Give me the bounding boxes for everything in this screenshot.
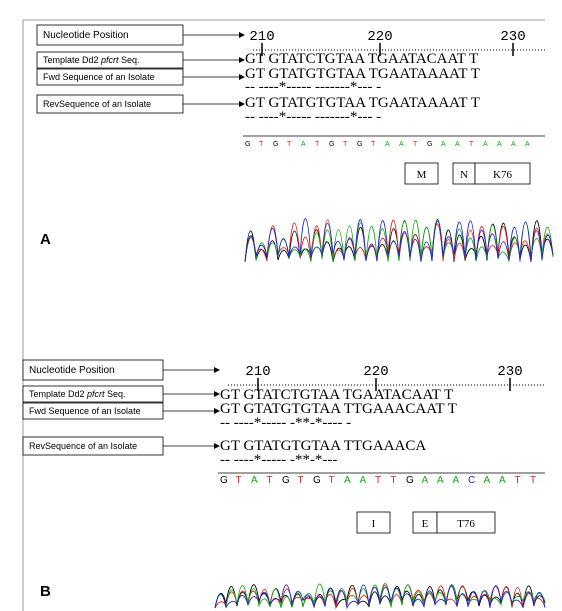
row-label: Fwd Sequence of an Isolate: [29, 406, 141, 416]
base-call: A: [497, 141, 502, 148]
base-call: T: [287, 141, 292, 148]
base-call: T: [315, 141, 320, 148]
base-call: A: [483, 141, 488, 148]
row-label: Nucleotide Position: [43, 30, 129, 41]
codon-label: T76: [457, 518, 475, 530]
codon-label: I: [372, 518, 376, 530]
base-call: A: [422, 475, 429, 486]
base-call: G: [273, 141, 278, 148]
row-label: RevSequence of an Isolate: [29, 441, 137, 451]
base-call: A: [484, 475, 491, 486]
row-label-part: Seq.: [105, 389, 126, 399]
base-call: G: [329, 141, 334, 148]
base-call: C: [468, 475, 475, 486]
base-call: A: [511, 141, 516, 148]
base-call: G: [245, 141, 250, 148]
base-call: T: [391, 475, 397, 486]
row-label-part: Seq.: [119, 55, 140, 65]
chromatogram-trace: [215, 585, 545, 608]
row-label: RevSequence of an Isolate: [43, 99, 151, 109]
base-call: T: [267, 475, 273, 486]
base-call: T: [413, 141, 418, 148]
sequence: -- ----*----- -------*--- -: [245, 109, 381, 125]
panel-label: B: [40, 583, 51, 600]
row-label-part: pfcrt: [86, 389, 105, 399]
base-call: T: [259, 141, 264, 148]
page: Nucleotide Position Template Dd2 pfcrt Se…: [0, 0, 562, 611]
base-call: T: [469, 141, 474, 148]
codon-label: N: [460, 169, 468, 181]
base-call: A: [344, 475, 351, 486]
position-tick: 230: [497, 364, 522, 380]
arrow-head: [239, 32, 245, 38]
position-tick: 210: [245, 364, 270, 380]
base-call: G: [313, 475, 321, 486]
base-call: G: [357, 141, 362, 148]
row-label-part: pfcrt: [100, 55, 119, 65]
base-call: A: [385, 141, 390, 148]
base-call: A: [453, 475, 460, 486]
base-call: T: [329, 475, 335, 486]
sequence: GT GTATCTGTAA TGAATACAAT T: [245, 51, 478, 67]
row-label: Nucleotide Position: [29, 365, 115, 376]
arrow-head: [214, 367, 220, 373]
base-call: T: [530, 475, 536, 486]
sequence: -- ----*----- -**-*---- -: [220, 415, 351, 431]
base-call: T: [515, 475, 521, 486]
row-label-part: Template Dd2: [43, 55, 101, 65]
codon-label: E: [422, 518, 429, 530]
base-call: T: [375, 475, 381, 486]
base-call: A: [360, 475, 367, 486]
position-tick: 220: [367, 29, 392, 45]
base-call: A: [437, 475, 444, 486]
sequence: -- ----*----- -**-*---: [220, 452, 337, 468]
figure: Nucleotide Position Template Dd2 pfcrt Se…: [0, 0, 562, 611]
base-call: A: [455, 141, 460, 148]
base-call: A: [251, 475, 258, 486]
base-call: T: [343, 141, 348, 148]
base-call: G: [427, 141, 432, 148]
base-call: A: [499, 475, 506, 486]
base-call: T: [371, 141, 376, 148]
codon-label: K76: [493, 169, 512, 181]
codon-label: M: [417, 169, 427, 181]
position-tick: 210: [249, 29, 274, 45]
base-call: T: [298, 475, 304, 486]
position-tick: 230: [500, 29, 525, 45]
base-call: G: [406, 475, 414, 486]
base-call: A: [399, 141, 404, 148]
panel-label: A: [40, 231, 51, 248]
row-label: Template Dd2 pfcrt Seq.: [43, 55, 140, 65]
base-call: G: [282, 475, 290, 486]
base-call: A: [441, 141, 446, 148]
base-call: A: [301, 141, 306, 148]
row-label: Fwd Sequence of an Isolate: [43, 72, 155, 82]
base-call: G: [220, 475, 228, 486]
base-call: T: [236, 475, 242, 486]
base-call: A: [525, 141, 530, 148]
sequence: -- ----*----- -------*--- -: [245, 79, 381, 95]
position-tick: 220: [363, 364, 388, 380]
row-label-part: Template Dd2: [29, 389, 87, 399]
row-label: Template Dd2 pfcrt Seq.: [29, 389, 126, 399]
